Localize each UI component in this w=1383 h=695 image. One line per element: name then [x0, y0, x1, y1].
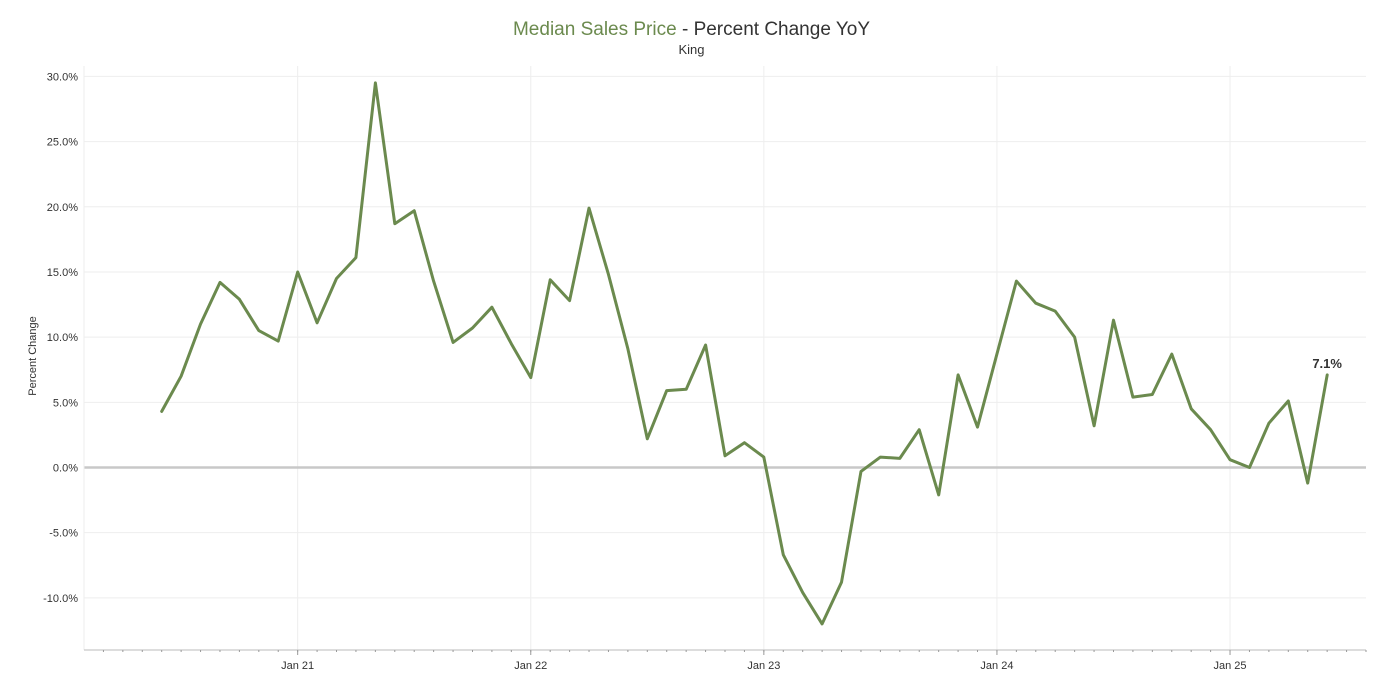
- chart-subtitle: King: [678, 42, 705, 57]
- end-value-label: 7.1%: [1312, 356, 1342, 371]
- chart-title-block: Median Sales Price - Percent Change YoY …: [0, 18, 1383, 58]
- y-tick-label: 10.0%: [47, 332, 78, 344]
- y-tick-label: 30.0%: [47, 71, 78, 83]
- x-tick-label: Jan 24: [980, 660, 1013, 672]
- x-tick-label: Jan 21: [281, 660, 314, 672]
- y-tick-label: 25.0%: [47, 137, 78, 149]
- y-tick-label: 20.0%: [47, 202, 78, 214]
- x-tick-label: Jan 23: [747, 660, 780, 672]
- chart-title-accent: Median Sales Price: [512, 19, 677, 40]
- series: [160, 81, 1329, 626]
- chart-title: Median Sales Price - Percent Change YoY: [0, 18, 1383, 42]
- y-axis-title: Percent Change: [27, 316, 39, 396]
- y-tick-label: -5.0%: [49, 528, 78, 540]
- axes: 30.0% 25.0% 20.0% 15.0% 10.0% 5.0% 0.0% -5.0% -1…: [27, 66, 1367, 672]
- series-line: [160, 81, 1329, 626]
- y-tick-label: 5.0%: [53, 397, 78, 409]
- x-tick-label: Jan 25: [1214, 660, 1247, 672]
- x-tick-label: Jan 22: [514, 660, 547, 672]
- y-tick-label: 0.0%: [53, 463, 78, 475]
- labels: 7.1%: [1312, 356, 1342, 371]
- grid: [84, 66, 1366, 650]
- chart-title-rest: - Percent Change YoY: [676, 19, 870, 40]
- y-tick-label: -10.0%: [43, 593, 78, 605]
- y-tick-label: 15.0%: [47, 267, 78, 279]
